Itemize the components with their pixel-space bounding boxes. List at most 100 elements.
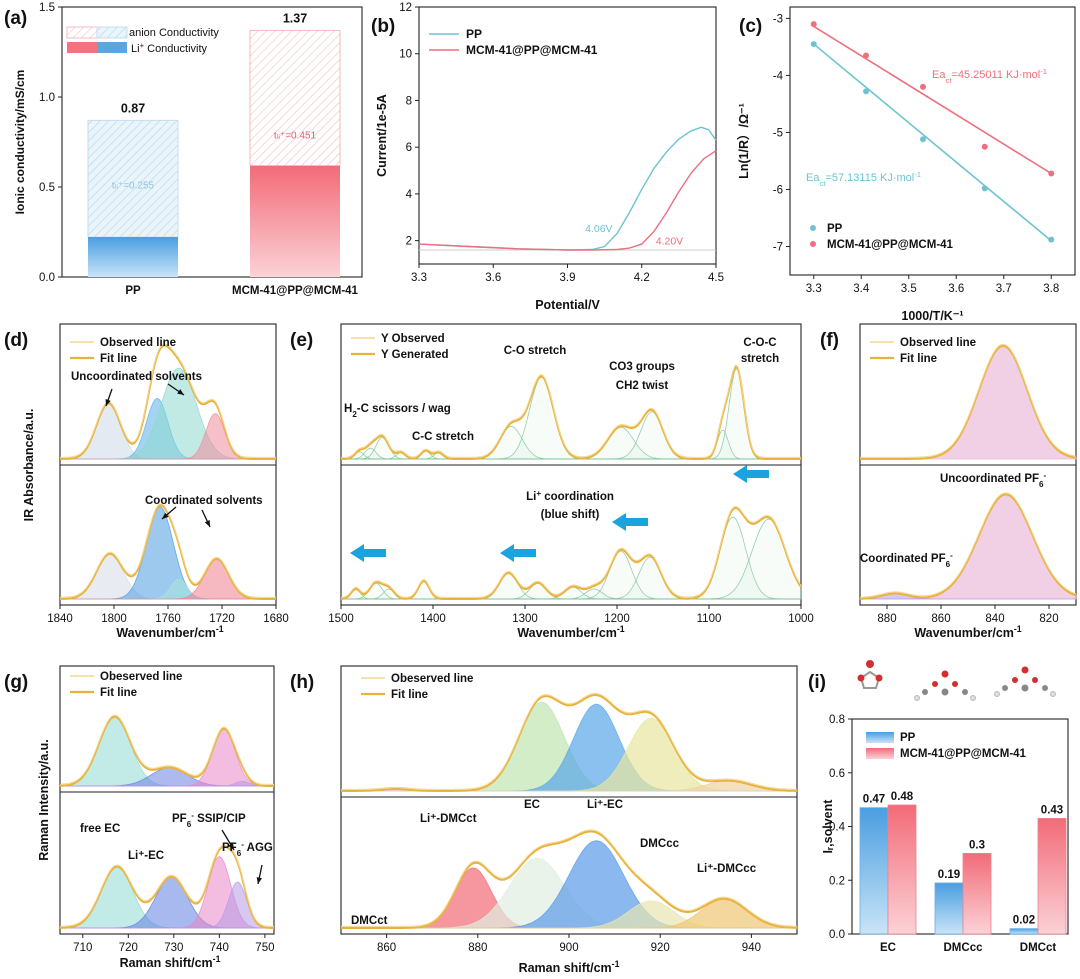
panel-b-x-tick-label: 3.3 [411,272,427,284]
text-run: 1200 [604,613,630,625]
text-run: (d) [4,330,28,351]
panel-e-x-tick-label: 1100 [697,613,722,625]
text-run: -1 [1040,67,1047,76]
text-run: anion Conductivity [129,27,219,39]
text-run: CO3 groups [609,361,675,373]
atom [1002,685,1008,691]
text-run: Fit line [100,353,137,365]
panel-d-top-observed-line [60,343,276,458]
panel-h-top-observed-line [341,692,797,790]
panel-a-total-label: 1.37 [283,11,307,25]
panel-b-ylabel: Current/1e-5A [375,94,389,177]
text-run: C-O-C [743,337,776,349]
panel-d-x-tick-label: 1680 [263,613,289,625]
hydrogen-atom [914,695,920,701]
panel-i-label: (i) [808,672,826,693]
text-run: Wavenumber/cm [116,626,216,640]
text-run: 3.4 [853,283,870,295]
text-run: -4 [773,70,784,82]
text-run: tₗᵢ⁺=0.255 [112,180,155,191]
text-run: C-O stretch [504,345,567,357]
text-run: 10 [399,49,412,61]
text-run: Observed line [900,337,976,349]
text-run: Ln(1/R）/Ω⁻¹ [736,103,751,179]
panel-e-ann-coc2: stretch [741,353,779,365]
text-run: -5 [773,127,783,139]
text-run: 4.20V [656,236,683,248]
panel-f-x-tick-label: 860 [931,613,950,625]
text-run: 730 [164,942,183,954]
panel-c-x-tick-label: 3.6 [948,283,964,295]
panel-c-x-tick-label: 3.8 [1043,283,1059,295]
text-run: EC [880,942,896,954]
panel-e-ann-h2c: H2-C scissors / wag [344,403,451,419]
panel-e-ann-co3: CO3 groups [609,361,675,373]
text-run: -1 [213,954,221,964]
text-run: Raman shift/cm [519,961,612,975]
text-run: tₗᵢ⁺=0.451 [274,130,317,141]
panel-a-legend-anion: anion Conductivity [129,27,219,39]
text-run: 0.43 [1041,804,1063,816]
panel-f-legend-fit: Fit line [900,353,937,365]
panel-i-bar [962,852,992,935]
text-run: 0.3 [969,839,985,851]
panel-h-ann-dmcct: DMCct [351,915,388,927]
panel-g-x-tick-label: 750 [255,942,274,954]
text-run: 6 [237,849,242,858]
panel-f-x-tick-label: 840 [985,613,1004,625]
text-run: 4.5 [708,272,724,284]
panel-g-x-tick-label: 720 [119,942,138,954]
panel-h-x-tick-label: 860 [377,942,396,954]
text-run: 6 [187,820,192,829]
text-run: ct [945,76,952,85]
panel-c-y-tick-label: -3 [773,13,783,25]
text-run: DMCct [1020,942,1057,954]
panel-d-arrow-1-head [105,399,111,406]
text-run: 8 [406,95,412,107]
panel-i-legend-swatch-mcm [866,748,894,759]
panel-d-ylabel: IR Absorbance/a.u. [22,409,36,522]
panel-h-x-tick-label: 880 [468,942,487,954]
text-run: 0.2 [829,875,845,887]
panel-i-molecule-2 [994,666,1056,697]
atom [1012,677,1018,683]
text-run: 0.0 [39,272,55,284]
panel-f-top-peak [860,345,1077,460]
panel-e-ann-blue: (blue shift) [541,509,600,521]
panel-e-blue-arrow-3 [612,513,648,531]
text-run: 1300 [512,613,538,625]
panel-d-x-tick-label: 1760 [155,613,181,625]
panel-i-bar [1037,818,1067,935]
panel-g-top-peak [60,781,274,787]
panel-i-bar [887,804,917,935]
text-run: 1000 [788,613,814,625]
panel-a-legend-swatch-li2 [97,42,127,53]
panel-e-blue-arrow-2 [500,544,536,562]
atom [952,681,958,687]
text-run: 0.4 [829,822,846,834]
panel-f-xlabel: Wavenumber/cm-1 [914,624,1021,640]
panel-h-x-tick-label: 940 [742,942,761,954]
text-run: -1 [914,170,921,179]
panel-h-ann-lidmccc: Li⁺-DMCcc [697,863,757,875]
panel-d-x-tick-label: 1840 [47,613,73,625]
text-run: Raman shift/cm [120,956,213,970]
text-run: stretch [741,353,779,365]
text-run: (e) [290,330,313,351]
panel-a-bar-li-1 [250,165,340,277]
panel-i-legend-pp: PP [900,732,916,744]
panel-f-ann-coord: Coordinated PF6- [860,551,953,569]
text-run: MCM-41@PP@MCM-41 [900,748,1027,760]
panel-a-legend-swatch-li [67,42,97,53]
panel-c-point [863,52,869,59]
text-run: 3.5 [901,283,917,295]
panel-d-ann-coord: Coordinated solvents [145,495,263,507]
panel-d-label: (d) [4,330,28,351]
text-run: DMCct [351,915,388,927]
text-run: MCM-41@PP@MCM-41 [827,239,954,251]
panel-e-ann-li: Li+ coordination [526,489,614,504]
text-run: 840 [985,613,1004,625]
panel-e-top-observed-line [341,364,801,458]
panel-b-series-mcm [418,150,717,251]
panel-d-xlabel: Wavenumber/cm-1 [116,624,223,640]
